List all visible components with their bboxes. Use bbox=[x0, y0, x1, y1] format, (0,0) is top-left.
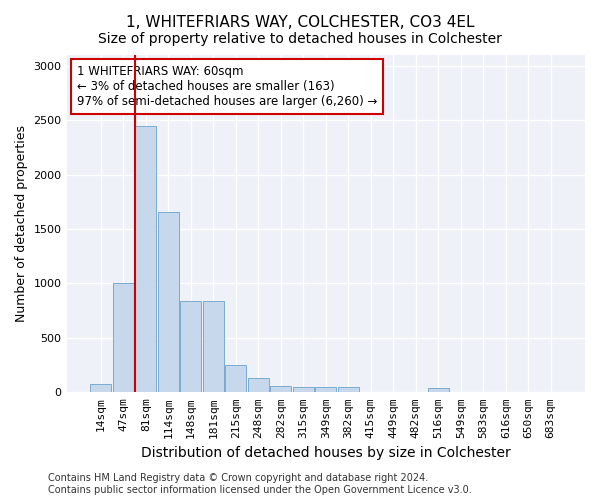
Bar bbox=[338, 388, 359, 392]
Text: Size of property relative to detached houses in Colchester: Size of property relative to detached ho… bbox=[98, 32, 502, 46]
X-axis label: Distribution of detached houses by size in Colchester: Distribution of detached houses by size … bbox=[141, 446, 511, 460]
Bar bbox=[428, 388, 449, 392]
Bar bbox=[225, 364, 247, 392]
Y-axis label: Number of detached properties: Number of detached properties bbox=[15, 125, 28, 322]
Bar bbox=[270, 386, 292, 392]
Bar bbox=[293, 387, 314, 392]
Text: Contains HM Land Registry data © Crown copyright and database right 2024.
Contai: Contains HM Land Registry data © Crown c… bbox=[48, 474, 472, 495]
Text: 1 WHITEFRIARS WAY: 60sqm
← 3% of detached houses are smaller (163)
97% of semi-d: 1 WHITEFRIARS WAY: 60sqm ← 3% of detache… bbox=[77, 65, 377, 108]
Bar bbox=[248, 378, 269, 392]
Bar bbox=[315, 387, 337, 392]
Bar bbox=[135, 126, 157, 392]
Text: 1, WHITEFRIARS WAY, COLCHESTER, CO3 4EL: 1, WHITEFRIARS WAY, COLCHESTER, CO3 4EL bbox=[126, 15, 474, 30]
Bar bbox=[158, 212, 179, 392]
Bar bbox=[203, 301, 224, 392]
Bar bbox=[180, 301, 202, 392]
Bar bbox=[90, 384, 112, 392]
Bar bbox=[113, 284, 134, 393]
